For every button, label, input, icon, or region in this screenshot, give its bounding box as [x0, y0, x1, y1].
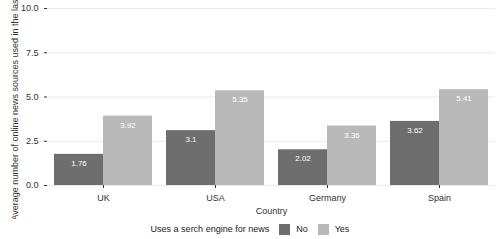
svg-text:7.5: 7.5 [26, 48, 39, 58]
svg-text:2.02: 2.02 [295, 154, 311, 163]
svg-text:1.76: 1.76 [71, 159, 87, 168]
svg-text:10.0: 10.0 [21, 3, 39, 13]
html-text:Yes: Yes [334, 224, 350, 234]
svg-text:3.36: 3.36 [344, 131, 360, 140]
svg-text:Country: Country [256, 206, 288, 216]
svg-text:3.92: 3.92 [120, 121, 136, 130]
svg-text:0.0: 0.0 [26, 180, 39, 190]
svg-text:5.35: 5.35 [232, 95, 248, 104]
svg-text:UK: UK [97, 193, 110, 203]
html-text:No: No [296, 224, 308, 234]
svg-text:Germany: Germany [309, 193, 347, 203]
svg-text:5.41: 5.41 [456, 94, 472, 103]
svg-text:3.62: 3.62 [407, 126, 423, 135]
svg-text:Average number of online news: Average number of online news sources us… [10, 0, 20, 219]
svg-text:3.1: 3.1 [185, 135, 197, 144]
svg-text:2.5: 2.5 [26, 136, 39, 146]
svg-text:USA: USA [206, 193, 225, 203]
svg-text:5.0: 5.0 [26, 92, 39, 102]
html-text:Uses a serch engine for news: Uses a serch engine for news [150, 224, 270, 234]
svg-text:Spain: Spain [428, 193, 451, 203]
